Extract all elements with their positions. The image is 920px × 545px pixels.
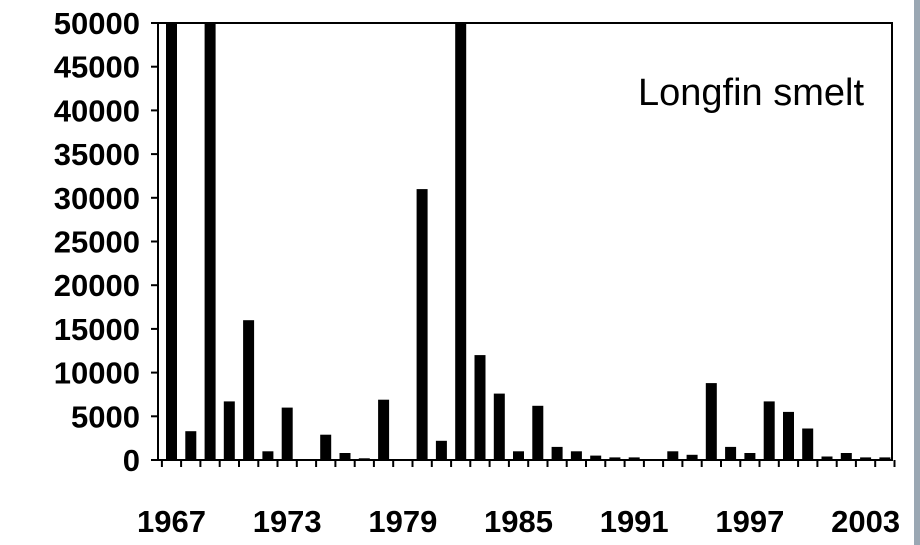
bar-1991 [628, 457, 640, 460]
y-tick-label-10000: 10000 [54, 356, 140, 391]
x-tick-label-1997: 1997 [715, 504, 784, 539]
bar-1995 [705, 383, 717, 460]
bars-group [166, 23, 891, 460]
bar-1986 [532, 405, 544, 460]
plot-area [157, 22, 893, 461]
bar-1967 [166, 23, 177, 460]
bar-1985 [513, 451, 524, 460]
y-tick-label-5000: 5000 [71, 399, 140, 434]
bar-1996 [725, 446, 737, 460]
bar-2001 [821, 456, 833, 460]
y-tick-label-45000: 45000 [54, 50, 140, 85]
x-tick-label-1985: 1985 [484, 504, 553, 539]
y-tick-label-30000: 30000 [54, 181, 140, 216]
bar-1976 [339, 453, 351, 460]
bar-1984 [493, 393, 505, 460]
chart-title: Longfin smelt [638, 72, 864, 114]
bar-1973 [281, 407, 293, 460]
y-tick-label-0: 0 [123, 443, 140, 478]
bar-1980 [416, 189, 428, 460]
bar-1998 [763, 401, 775, 460]
x-tick-label-2003: 2003 [831, 504, 900, 539]
x-axis: 1967 1973 1979 1985 1991 1997 2003 [137, 459, 900, 539]
bar-1990 [609, 457, 621, 460]
window-edge [914, 0, 920, 545]
bar-1989 [590, 455, 602, 460]
bar-2002 [840, 453, 852, 460]
bar-1993 [667, 451, 679, 460]
x-tick-label-1979: 1979 [368, 504, 437, 539]
y-tick-label-40000: 40000 [54, 93, 140, 128]
bar-1968 [185, 431, 197, 460]
bar-1978 [378, 399, 390, 460]
bar-1983 [474, 355, 486, 460]
bar-1972 [262, 451, 274, 460]
bar-2000 [802, 428, 814, 460]
bar-2004 [879, 457, 891, 460]
y-tick-label-15000: 15000 [54, 312, 140, 347]
y-tick-label-20000: 20000 [54, 268, 140, 303]
bar-1969 [204, 23, 216, 460]
bar-1975 [320, 434, 332, 460]
y-axis: 0 5000 10000 15000 20000 25000 30000 35000 40000… [54, 6, 159, 478]
bar-1970 [223, 401, 235, 460]
bar-1994 [686, 454, 698, 460]
bar-1987 [551, 446, 563, 460]
bar-1988 [570, 451, 582, 460]
bar-1997 [744, 453, 756, 460]
x-tick-label-1967: 1967 [137, 504, 206, 539]
bar-1999 [783, 411, 794, 460]
y-tick-label-35000: 35000 [54, 137, 140, 172]
y-tick-label-25000: 25000 [54, 225, 140, 260]
x-tick-label-1991: 1991 [600, 504, 669, 539]
bar-1971 [243, 320, 255, 460]
bar-1981 [435, 440, 447, 460]
x-tick-label-1973: 1973 [253, 504, 322, 539]
bar-1982 [455, 23, 467, 460]
bar-2003 [860, 457, 872, 460]
y-tick-label-50000: 50000 [54, 6, 140, 41]
